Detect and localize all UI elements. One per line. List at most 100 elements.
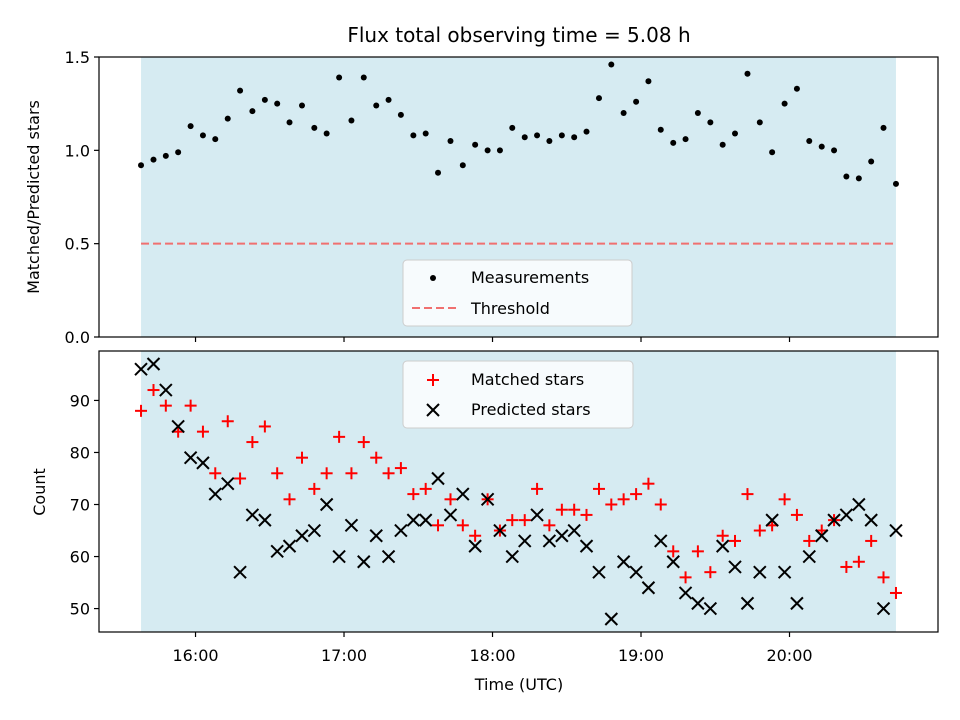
count-legend-box: [402, 360, 634, 429]
predicted-star-point: [790, 596, 804, 611]
matched-star-point: [209, 467, 222, 480]
predicted-star-point: [270, 544, 284, 559]
matched-star-point: [469, 529, 482, 542]
measurement-point: [781, 100, 788, 107]
measurement-point: [657, 126, 664, 133]
predicted-star-point: [183, 450, 198, 465]
measurement-point: [744, 70, 751, 77]
predicted-star-point: [369, 529, 383, 543]
measurement-point: [843, 173, 850, 180]
measurement-point: [546, 138, 553, 144]
predicted-star-point: [555, 529, 569, 543]
matched-star-point: [803, 534, 816, 547]
measurement-point: [298, 102, 305, 109]
predicted-star-point: [468, 539, 482, 553]
count-legend: Matched stars Predicted stars: [402, 360, 634, 429]
measurement-point: [150, 156, 157, 163]
measurement-point: [286, 119, 293, 126]
matched-star-point: [382, 467, 395, 480]
legend-predicted-label: Predicted stars: [471, 400, 591, 419]
matched-star-point: [580, 508, 593, 521]
y-tick-label: 80: [70, 443, 90, 462]
measurement-point: [373, 102, 380, 109]
x-tick-label: 18:00: [469, 646, 515, 665]
ratio-legend-box: [402, 259, 633, 327]
measurement-point: [162, 152, 169, 159]
predicted-star-point: [641, 581, 656, 595]
predicted-star-point: [518, 534, 532, 548]
x-tick-label: 17:00: [321, 646, 367, 665]
predicted-star-point: [505, 549, 519, 564]
predicted-star-point: [530, 508, 544, 522]
measurement-point: [855, 175, 862, 182]
x-tick-label: 20:00: [766, 646, 812, 665]
matched-star-point: [642, 477, 655, 490]
ratio-y-ticks: 0.0 0.5 1.0 1.5: [65, 48, 99, 347]
x-axis-label: Time (UTC): [474, 675, 563, 694]
y-tick-label: 1.5: [65, 48, 90, 67]
matched-star-point: [320, 467, 333, 480]
measurement-point: [694, 110, 701, 116]
measurement-point: [175, 149, 182, 156]
measurement-point: [422, 130, 429, 137]
legend-measurements-marker: [430, 275, 436, 281]
predicted-star-point: [221, 476, 235, 491]
measurement-point: [558, 132, 565, 139]
matched-star-point: [729, 534, 742, 547]
matched-star-point: [877, 571, 890, 584]
predicted-star-point: [777, 565, 792, 579]
matched-star-point: [456, 519, 469, 532]
measurement-point: [583, 128, 590, 135]
measurement-point: [707, 119, 714, 126]
y-tick-label: 60: [70, 548, 90, 567]
y-tick-label: 90: [70, 391, 90, 410]
y-tick-label: 1.0: [65, 141, 90, 160]
predicted-star-point: [753, 565, 767, 579]
x-tick-label: 19:00: [618, 646, 664, 665]
predicted-star-point: [802, 549, 816, 564]
measurement-points: [138, 61, 899, 187]
matched-star-point: [654, 498, 667, 511]
measurement-point: [472, 141, 479, 148]
predicted-star-point: [654, 534, 668, 548]
matched-star-point: [432, 519, 445, 532]
matched-star-point: [790, 508, 803, 521]
matched-star-point: [135, 404, 148, 417]
matched-star-point: [345, 467, 358, 480]
predicted-star-point: [567, 523, 581, 538]
predicted-star-point: [344, 518, 359, 533]
measurement-point: [138, 162, 145, 169]
matched-star-point: [691, 545, 704, 558]
matched-star-point: [357, 436, 370, 449]
matched-star-point: [630, 488, 643, 501]
matched-star-point: [568, 503, 581, 516]
x-tick-label: 16:00: [172, 646, 218, 665]
measurement-point: [806, 138, 813, 144]
matched-star-point: [555, 503, 568, 516]
measurement-point: [311, 124, 318, 131]
measurement-point: [484, 147, 491, 154]
predicted-star-point: [666, 555, 680, 569]
matched-star-point: [419, 482, 432, 495]
count-panel: 50 60 70 80 90 16:00 17:00 18:00 19:00 20:00 Cou…: [30, 350, 939, 694]
predicted-star-point: [740, 596, 755, 611]
matched-star-point: [605, 498, 618, 511]
predicted-star-point: [456, 487, 470, 501]
predicted-star-point: [864, 513, 878, 527]
predicted-star-point: [542, 534, 557, 548]
matched-star-point: [159, 399, 172, 412]
matched-star-point: [667, 545, 680, 558]
predicted-star-point: [332, 549, 346, 564]
matched-star-point: [184, 399, 197, 412]
predicted-star-point: [827, 513, 841, 527]
ratio-panel-frame: [98, 56, 939, 338]
legend-predicted-marker: [426, 403, 440, 417]
count-y-ticks: 50 60 70 80 90: [70, 391, 99, 619]
matched-star-point: [234, 472, 247, 485]
matched-star-point: [741, 488, 754, 501]
predicted-star-point: [233, 565, 247, 579]
predicted-star-point: [876, 601, 891, 616]
predicted-star-point: [319, 497, 334, 512]
measurement-point: [385, 96, 392, 103]
matched-star-point: [246, 436, 259, 449]
